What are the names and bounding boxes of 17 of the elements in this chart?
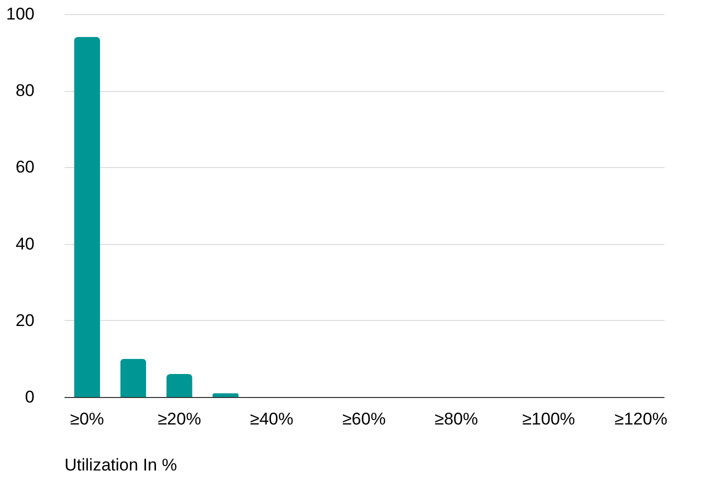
y-tick-label: 20: [16, 310, 34, 330]
x-tick-label: ≥100%: [522, 410, 576, 428]
x-tick-label: ≥60%: [342, 410, 386, 428]
bar: [74, 36, 100, 397]
y-tick-label: 100: [6, 4, 34, 24]
x-tick-label: ≥120%: [614, 410, 668, 428]
x-tick-label: ≥20%: [158, 410, 202, 428]
y-tick-label: 0: [25, 388, 34, 406]
y-tick-label: 60: [16, 158, 34, 177]
bar: [120, 358, 146, 397]
x-axis-title: Utilization In %: [64, 456, 177, 474]
bar: [166, 374, 192, 397]
y-tick-label: 40: [16, 234, 34, 254]
x-tick-label: ≥80%: [434, 410, 478, 428]
y-tick-label: 80: [16, 81, 34, 100]
x-tick-label: ≥0%: [70, 410, 104, 428]
x-tick-label: ≥40%: [250, 410, 294, 428]
